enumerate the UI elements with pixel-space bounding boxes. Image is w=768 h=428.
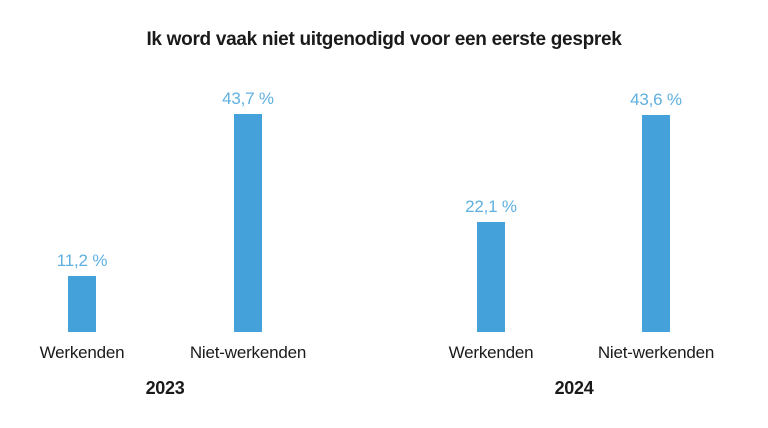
- bar-group-2023-niet-werkenden: 43,7 %: [168, 89, 328, 332]
- category-label: Werkenden: [448, 343, 534, 362]
- bar-group-2023-werkenden: 11,2 %: [2, 251, 162, 332]
- category-label: Werkenden: [39, 343, 125, 362]
- year-label-2024: 2024: [554, 378, 594, 398]
- value-label: 22,1 %: [465, 197, 517, 216]
- bar-group-2024-niet-werkenden: 43,6 %: [576, 90, 736, 332]
- bar-group-2024-werkenden: 22,1 %: [411, 197, 571, 332]
- bar-2023-werkenden: [68, 276, 96, 332]
- bar-2023-niet-werkenden: [234, 114, 262, 332]
- chart-title: Ik word vaak niet uitgenodigd voor een e…: [146, 29, 622, 50]
- bar-2024-niet-werkenden: [642, 115, 670, 332]
- value-label: 43,7 %: [222, 89, 274, 108]
- value-label: 11,2 %: [56, 251, 108, 270]
- value-label: 43,6 %: [630, 90, 682, 109]
- year-label-2023: 2023: [145, 378, 185, 398]
- bar-2024-werkenden: [477, 222, 505, 332]
- category-label: Niet-werkenden: [189, 343, 307, 362]
- category-label: Niet-werkenden: [597, 343, 715, 362]
